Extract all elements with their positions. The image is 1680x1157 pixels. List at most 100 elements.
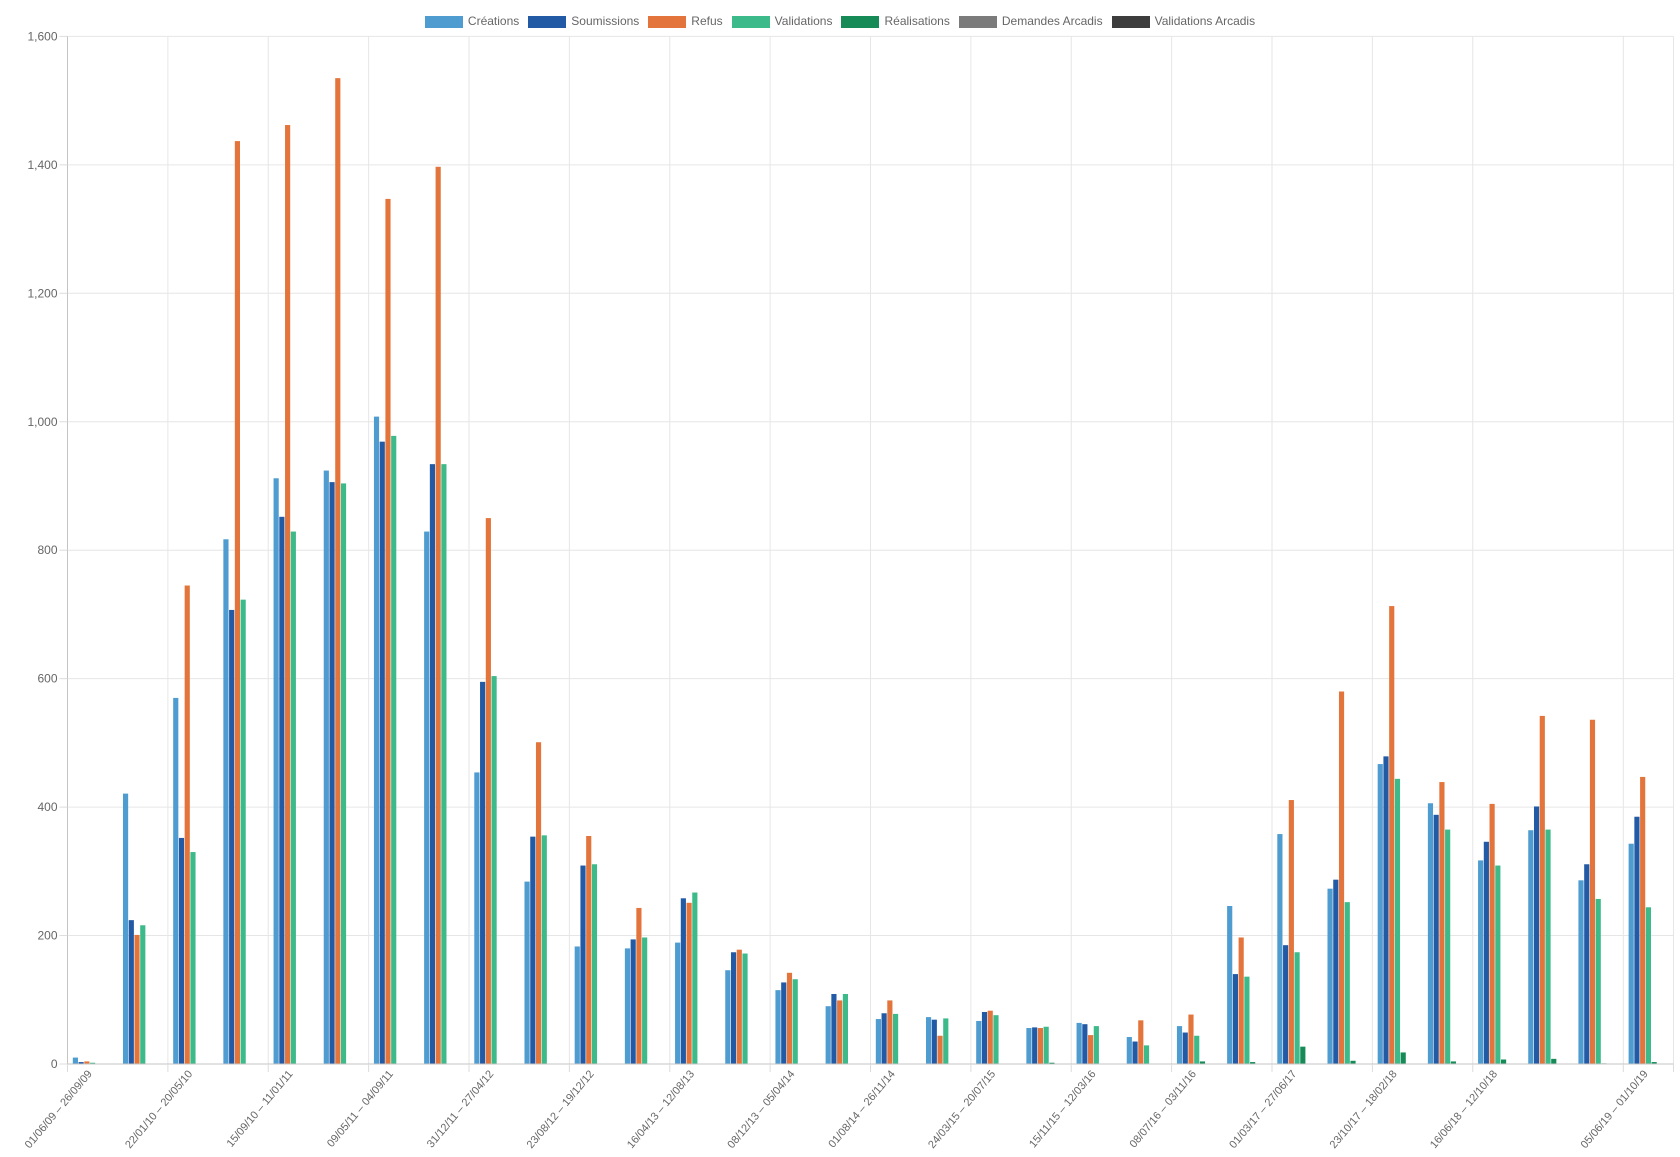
bar-soumissions[interactable]: [178, 837, 185, 1064]
bar-validations[interactable]: [1545, 829, 1551, 1064]
bar-refus[interactable]: [234, 141, 240, 1065]
bar-soumissions[interactable]: [1383, 756, 1389, 1064]
bar-validations[interactable]: [140, 925, 146, 1064]
bar-validations[interactable]: [340, 483, 347, 1064]
bar-refus[interactable]: [1640, 776, 1646, 1064]
bar-refus[interactable]: [1539, 715, 1545, 1064]
legend-item-creations[interactable]: Créations: [424, 15, 519, 28]
bar-creations[interactable]: [1478, 860, 1484, 1064]
bar-refus[interactable]: [1238, 937, 1244, 1064]
bar-validations[interactable]: [591, 864, 598, 1064]
bar-soumissions[interactable]: [1584, 864, 1590, 1064]
bar-creations[interactable]: [273, 478, 279, 1064]
legend-item-demandes-arcadis[interactable]: Demandes Arcadis: [958, 15, 1103, 28]
bar-realisations[interactable]: [1350, 1060, 1356, 1064]
bar-soumissions[interactable]: [480, 681, 486, 1064]
bar-validations[interactable]: [1043, 1026, 1049, 1064]
bar-creations[interactable]: [1327, 888, 1333, 1064]
bar-creations[interactable]: [223, 539, 229, 1064]
bar-soumissions[interactable]: [1283, 945, 1289, 1064]
bar-realisations[interactable]: [1400, 1052, 1406, 1064]
bar-creations[interactable]: [72, 1057, 78, 1064]
bar-validations[interactable]: [441, 464, 447, 1064]
bar-refus[interactable]: [1439, 782, 1445, 1064]
bar-soumissions[interactable]: [128, 920, 134, 1064]
bar-realisations[interactable]: [1300, 1046, 1306, 1064]
legend-item-realisations[interactable]: Réalisations: [841, 15, 950, 28]
bar-refus[interactable]: [134, 934, 140, 1064]
bar-validations[interactable]: [993, 1015, 999, 1064]
bar-validations[interactable]: [792, 979, 798, 1064]
bar-soumissions[interactable]: [580, 865, 586, 1064]
bar-validations[interactable]: [391, 435, 397, 1064]
bar-soumissions[interactable]: [781, 982, 787, 1064]
bar-soumissions[interactable]: [279, 516, 285, 1064]
bar-creations[interactable]: [1026, 1028, 1032, 1064]
bar-validations[interactable]: [491, 676, 497, 1064]
bar-refus[interactable]: [84, 1061, 90, 1064]
bar-realisations[interactable]: [1551, 1058, 1557, 1064]
bar-refus[interactable]: [435, 166, 441, 1064]
legend-item-validations[interactable]: Validations: [731, 15, 832, 28]
bar-realisations[interactable]: [1199, 1061, 1206, 1064]
bar-validations[interactable]: [1645, 907, 1651, 1064]
bar-soumissions[interactable]: [1483, 841, 1489, 1064]
legend-item-validations-arcadis[interactable]: Validations Arcadis: [1111, 15, 1255, 28]
bar-creations[interactable]: [1227, 906, 1233, 1064]
bar-refus[interactable]: [1088, 1035, 1094, 1064]
bar-refus[interactable]: [1589, 719, 1596, 1064]
bar-creations[interactable]: [1176, 1026, 1183, 1064]
bar-creations[interactable]: [675, 942, 681, 1064]
bar-creations[interactable]: [373, 416, 380, 1064]
bar-realisations[interactable]: [1450, 1061, 1456, 1064]
bar-soumissions[interactable]: [1634, 816, 1640, 1064]
bar-creations[interactable]: [1126, 1037, 1132, 1064]
bar-creations[interactable]: [1377, 764, 1383, 1064]
bar-creations[interactable]: [1528, 830, 1534, 1064]
bar-creations[interactable]: [725, 970, 731, 1064]
bar-refus[interactable]: [1138, 1020, 1144, 1064]
bar-refus[interactable]: [184, 585, 190, 1064]
bar-soumissions[interactable]: [1533, 806, 1540, 1064]
bar-refus[interactable]: [1389, 606, 1395, 1064]
bar-refus[interactable]: [1188, 1014, 1194, 1064]
bar-refus[interactable]: [1037, 1028, 1043, 1064]
bar-refus[interactable]: [586, 836, 592, 1064]
bar-soumissions[interactable]: [881, 1013, 887, 1064]
bar-soumissions[interactable]: [1132, 1041, 1138, 1064]
bar-creations[interactable]: [1628, 843, 1634, 1064]
bar-refus[interactable]: [887, 1000, 893, 1064]
bar-validations[interactable]: [1344, 902, 1350, 1064]
bar-soumissions[interactable]: [831, 993, 837, 1064]
bar-soumissions[interactable]: [78, 1062, 84, 1064]
bar-validations[interactable]: [541, 835, 547, 1064]
bar-soumissions[interactable]: [630, 939, 636, 1064]
bar-soumissions[interactable]: [730, 952, 737, 1064]
bar-refus[interactable]: [335, 78, 341, 1064]
bar-creations[interactable]: [775, 990, 781, 1064]
bar-creations[interactable]: [122, 793, 129, 1064]
bar-refus[interactable]: [937, 1035, 943, 1064]
bar-refus[interactable]: [786, 972, 793, 1064]
bar-refus[interactable]: [485, 518, 491, 1064]
bar-refus[interactable]: [686, 902, 692, 1064]
bar-refus[interactable]: [1489, 803, 1495, 1064]
bar-validations[interactable]: [1445, 829, 1451, 1064]
bar-realisations[interactable]: [1049, 1062, 1055, 1064]
bar-refus[interactable]: [636, 907, 642, 1064]
bar-soumissions[interactable]: [229, 609, 235, 1064]
bar-validations[interactable]: [1394, 778, 1401, 1064]
bar-refus[interactable]: [285, 125, 291, 1064]
bar-validations[interactable]: [1595, 898, 1601, 1064]
bar-soumissions[interactable]: [1182, 1032, 1188, 1064]
bar-creations[interactable]: [1277, 834, 1283, 1064]
bar-validations[interactable]: [842, 993, 848, 1064]
bar-creations[interactable]: [574, 946, 580, 1064]
bar-validations[interactable]: [742, 953, 748, 1064]
bar-refus[interactable]: [385, 198, 391, 1064]
bar-validations[interactable]: [1093, 1026, 1099, 1064]
bar-creations[interactable]: [624, 948, 631, 1064]
bar-soumissions[interactable]: [1032, 1027, 1038, 1064]
bar-refus[interactable]: [1288, 800, 1294, 1064]
bar-validations[interactable]: [1294, 952, 1300, 1064]
